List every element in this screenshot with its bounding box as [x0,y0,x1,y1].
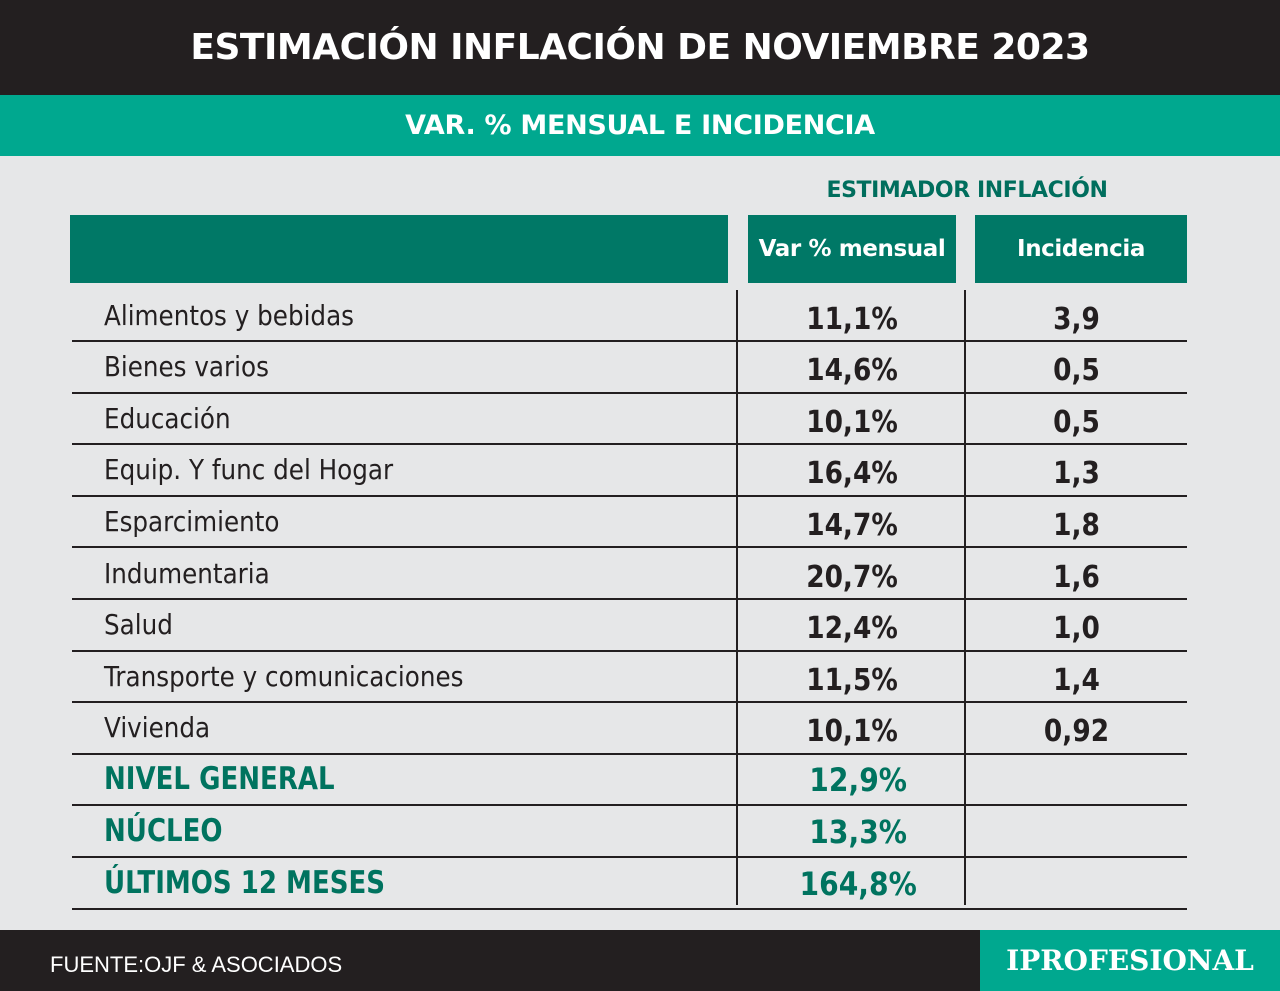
header-category [70,215,728,283]
row-incidencia [979,754,1173,804]
row-var-mensual: 10,1% [806,404,898,440]
row-incidencia: 1,6 [1053,559,1100,595]
row-incidencia: 0,5 [1053,404,1100,440]
table-row: Indumentaria 20,7% 1,6 [72,548,1187,600]
table-row: Vivienda 10,1% 0,92 [72,703,1187,755]
table-row: Equip. Y func del Hogar 16,4% 1,3 [72,445,1187,497]
summary-row: ÚLTIMOS 12 MESES 164,8% [72,858,1187,910]
header-incidencia: Incidencia [975,215,1187,283]
page-title: ESTIMACIÓN INFLACIÓN DE NOVIEMBRE 2023 [0,0,1280,95]
row-name: NÚCLEO [104,813,223,849]
row-var-mensual: 14,7% [806,507,898,543]
table-row: Salud 12,4% 1,0 [72,600,1187,652]
row-name: Transporte y comunicaciones [104,659,464,693]
source-note: FUENTE:OJF & ASOCIADOS [0,930,980,991]
summary-row: NÚCLEO 13,3% [72,806,1187,858]
table-row: Transporte y comunicaciones 11,5% 1,4 [72,651,1187,704]
row-name: NIVEL GENERAL [104,761,335,798]
row-name: Educación [104,401,231,435]
column-divider [736,290,738,905]
header-var-mensual: Var % mensual [748,215,956,283]
row-incidencia: 1,4 [1053,662,1100,698]
row-name: Alimentos y bebidas [104,298,355,332]
row-name: Indumentaria [104,556,270,590]
row-name: Equip. Y func del Hogar [104,453,394,487]
row-incidencia [979,858,1173,908]
row-incidencia [979,806,1173,856]
table-row: Educación 10,1% 0,5 [72,393,1187,446]
row-name: Esparcimiento [104,504,280,538]
row-name: Vivienda [104,711,211,745]
row-var-mensual: 11,1% [806,301,898,337]
row-var-mensual: 20,7% [806,559,898,595]
row-incidencia: 0,5 [1053,353,1100,389]
row-incidencia: 0,92 [1043,714,1110,750]
table-row: Bienes varios 14,6% 0,5 [72,342,1187,394]
row-incidencia: 1,0 [1053,611,1100,647]
brand-logo: IPROFESIONAL [980,930,1280,991]
table-row: Esparcimiento 14,7% 1,8 [72,496,1187,549]
row-var-mensual: 13,3% [809,813,907,851]
row-var-mensual: 12,4% [806,611,898,647]
page-subtitle: VAR. % MENSUAL E INCIDENCIA [0,95,1280,156]
row-var-mensual: 164,8% [799,864,917,903]
row-name: Salud [104,608,173,642]
column-group-label: ESTIMADOR INFLACIÓN [826,177,1108,203]
table-row: Alimentos y bebidas 11,1% 3,9 [72,290,1187,342]
summary-row: NIVEL GENERAL 12,9% [72,754,1187,807]
row-var-mensual: 11,5% [806,662,898,698]
row-name: ÚLTIMOS 12 MESES [104,864,386,901]
row-incidencia: 3,9 [1053,301,1100,337]
row-var-mensual: 12,9% [809,761,907,800]
row-var-mensual: 10,1% [806,714,898,750]
row-var-mensual: 14,6% [806,353,898,389]
row-var-mensual: 16,4% [806,456,898,492]
row-name: Bienes varios [104,350,269,384]
column-divider [964,290,966,905]
row-incidencia: 1,3 [1053,456,1100,492]
row-incidencia: 1,8 [1053,507,1100,543]
